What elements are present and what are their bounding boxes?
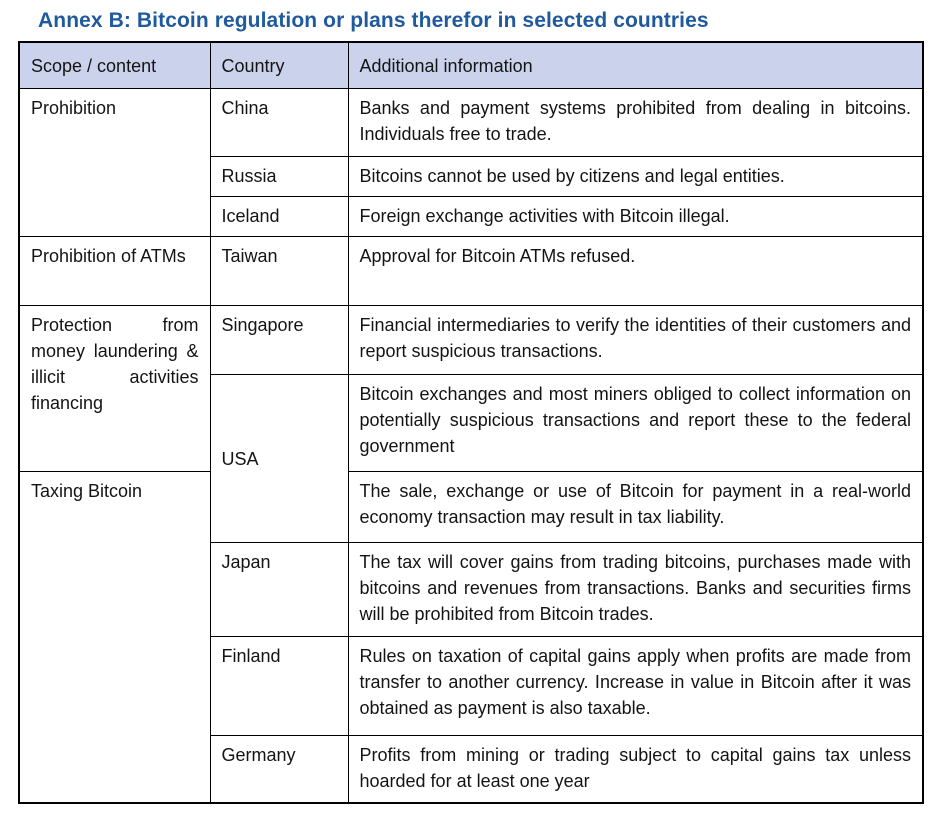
country-cell-japan: Japan — [209, 542, 349, 637]
table-row: Germany Profits from mining or trading s… — [19, 735, 924, 803]
regulation-table: Scope / content Country Additional infor… — [18, 41, 924, 804]
country-cell-iceland: Iceland — [209, 196, 349, 237]
country-cell-singapore: Singapore — [209, 305, 349, 375]
table-row: Prohibition China Banks and payment syst… — [18, 88, 924, 237]
header-country: Country — [209, 41, 349, 89]
info-cell-russia: Bitcoins cannot be used by citizens and … — [347, 156, 924, 197]
info-cell-germany: Profits from mining or trading subject t… — [347, 735, 924, 803]
table-row: Prohibition of ATMs Taiwan Approval for … — [18, 236, 924, 306]
header-row: Scope / content Country Additional infor… — [18, 41, 924, 89]
country-cell-usa: USA — [209, 374, 349, 543]
country-cell-china: China — [209, 88, 349, 157]
page-title: Annex B: Bitcoin regulation or plans the… — [38, 9, 709, 32]
info-cell-japan: The tax will cover gains from trading bi… — [347, 542, 924, 637]
country-cell-finland: Finland — [209, 636, 349, 736]
info-cell-finland: Rules on taxation of capital gains apply… — [347, 636, 924, 736]
table-row: Protection from money laundering & illic… — [18, 305, 924, 472]
info-cell-china: Banks and payment systems prohibited fro… — [347, 88, 924, 157]
scope-cell-taxing-bitcoin: Taxing Bitcoin — [18, 471, 211, 803]
info-cell-usa-tax: The sale, exchange or use of Bitcoin for… — [347, 471, 924, 543]
info-cell-usa-aml: Bitcoin exchanges and most miners oblige… — [347, 374, 924, 472]
scope-cell-money-laundering: Protection from money laundering & illic… — [18, 305, 211, 472]
table-row: Iceland Foreign exchange activities with… — [19, 196, 924, 237]
info-cell-iceland: Foreign exchange activities with Bitcoin… — [347, 196, 924, 237]
table-row: Taxing Bitcoin The sale, exchange or use… — [18, 471, 924, 803]
table-row: Finland Rules on taxation of capital gai… — [19, 636, 924, 736]
scope-cell-prohibition-of-atms: Prohibition of ATMs — [18, 236, 211, 306]
country-cell-germany: Germany — [209, 735, 349, 803]
table-row: Russia Bitcoins cannot be used by citize… — [19, 156, 924, 197]
country-cell-russia: Russia — [209, 156, 349, 197]
info-cell-taiwan: Approval for Bitcoin ATMs refused. — [347, 236, 924, 306]
header-scope-content: Scope / content — [18, 41, 211, 89]
table-row: Japan The tax will cover gains from trad… — [19, 542, 924, 637]
table-row: USA Bitcoin exchanges and most miners ob… — [19, 374, 924, 543]
header-additional-information: Additional information — [347, 41, 924, 89]
country-cell-taiwan: Taiwan — [209, 236, 349, 306]
scope-cell-prohibition: Prohibition — [18, 88, 211, 237]
info-cell-singapore: Financial intermediaries to verify the i… — [347, 305, 924, 375]
